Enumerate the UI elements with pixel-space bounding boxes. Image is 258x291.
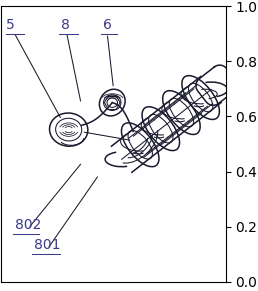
- Text: 802: 802: [15, 217, 42, 232]
- Text: 6: 6: [103, 18, 112, 32]
- Text: 801: 801: [34, 238, 61, 252]
- Text: 5: 5: [6, 18, 15, 32]
- Text: 8: 8: [61, 18, 70, 32]
